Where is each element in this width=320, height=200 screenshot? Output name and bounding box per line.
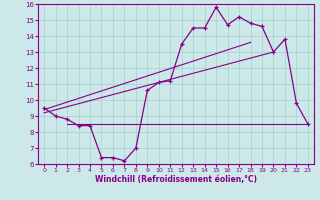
X-axis label: Windchill (Refroidissement éolien,°C): Windchill (Refroidissement éolien,°C) <box>95 175 257 184</box>
